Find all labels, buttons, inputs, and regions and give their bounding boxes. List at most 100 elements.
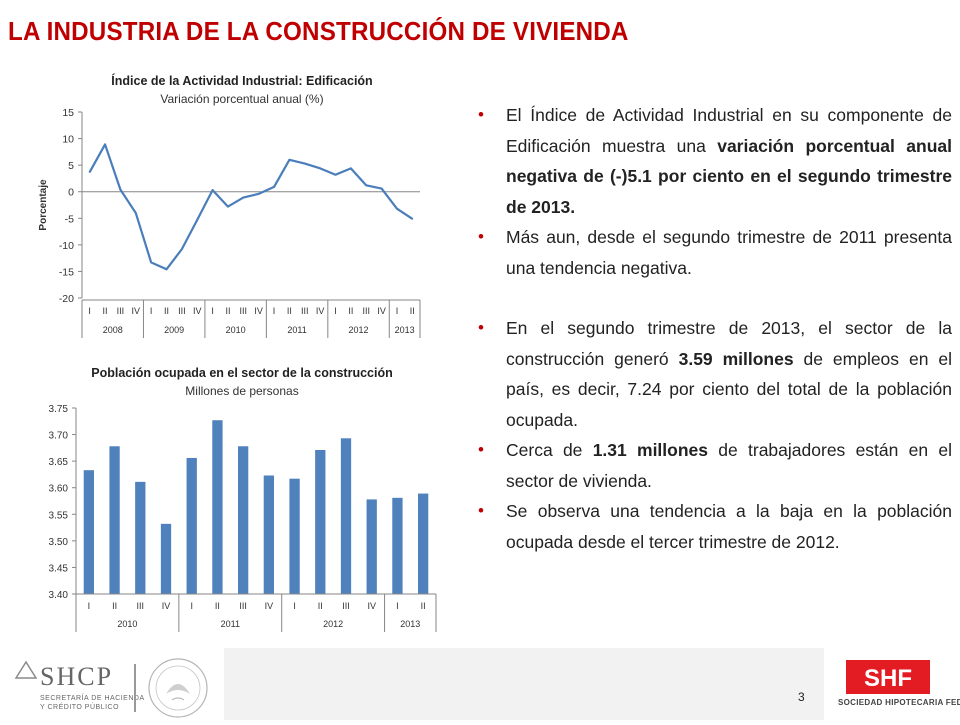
quarter-label: IV [193,306,202,316]
shf-name: SOCIEDAD HIPOTECARIA FEDERAL [838,698,960,707]
quarter-label: I [190,601,193,611]
y-tick-label: 3.70 [49,431,69,442]
bar [392,497,403,594]
y-tick-label: 5 [68,160,74,172]
bar [109,446,120,594]
year-label: 2013 [400,619,420,629]
data-point [88,171,91,173]
data-point [227,205,229,208]
quarter-label: I [334,306,337,316]
quarter-label: II [348,306,353,316]
bullet-item: • En el segundo trimestre de 2013, el sec… [476,313,952,435]
data-point [104,143,106,146]
y-tick-label: -15 [59,266,74,278]
chart-poblacion-title: Población ocupada en el sector de la con… [91,366,393,380]
bar [315,449,326,594]
bullet-text: Se observa una tendencia a la baja en la… [506,501,952,552]
data-point [211,189,214,192]
data-point [396,207,398,210]
bar [263,475,274,594]
y-tick-label: 3.45 [49,563,69,574]
bullet-list: • El Índice de Actividad Industrial en su… [476,100,952,557]
y-tick-label: 15 [62,107,74,119]
y-tick-label: 3.60 [49,484,69,495]
year-label: 2013 [395,325,415,335]
quarter-label: IV [132,306,141,316]
bullet-text: Cerca de [506,440,593,460]
shcp-subtitle: SECRETARÍA DE HACIENDA Y CRÉDITO PÚBLICO [40,694,145,712]
quarter-label: I [293,601,296,611]
data-point [242,196,245,199]
y-axis-label: Porcentaje [38,179,49,231]
quarter-label: IV [162,601,171,611]
data-point [349,167,352,170]
quarter-label: I [396,306,399,316]
quarter-label: I [211,306,214,316]
data-point [411,217,414,220]
bar [135,481,146,594]
chart-poblacion: Población ocupada en el sector de la con… [32,362,452,644]
bullet-text: Más aun, desde el segundo trimestre de 2… [506,227,952,278]
y-tick-label: 3.75 [49,404,69,415]
quarter-label: III [137,601,145,611]
year-label: 2012 [349,325,369,335]
year-label: 2008 [103,325,123,335]
year-label: 2011 [221,619,240,629]
data-point [119,188,122,191]
bullet-marker: • [478,105,484,124]
quarter-label: II [410,306,415,316]
bullet-marker: • [478,318,484,337]
bullet-text: de trabajadores están en el sector de vi… [506,440,952,491]
page-number: 3 [798,690,805,704]
data-point [303,162,306,165]
bullet-item: • Cerca de 1.31 millones de trabajadores … [476,435,952,496]
data-point [334,173,337,176]
chart-edificacion-title: Índice de la Actividad Industrial: Edifi… [111,74,373,88]
quarter-label: II [225,306,230,316]
chart-edificacion-subtitle: Variación porcentual anual (%) [160,92,324,106]
quarter-label: II [103,306,108,316]
quarter-label: IV [377,306,386,316]
quarter-label: I [273,306,276,316]
bar [160,523,172,594]
data-point [165,268,168,271]
data-point [196,218,199,221]
footer-divider [134,664,136,712]
quarter-label: II [164,306,169,316]
bar [289,478,300,594]
bullet-marker: • [478,501,484,520]
quarter-label: II [287,306,292,316]
bullet-item: • Más aun, desde el segundo trimestre de … [476,222,952,283]
bullet-bold-text: variación porcentual anual negativa de (… [506,135,953,217]
bullet-marker: • [478,227,484,246]
data-point [134,212,137,214]
quarter-label: II [215,601,220,611]
footer-band [224,648,824,720]
y-tick-label: 3.50 [49,537,69,548]
year-label: 2010 [117,619,137,629]
shcp-line1: SECRETARÍA DE HACIENDA [40,695,145,702]
bullet-text: de empleos en el país, es decir, 7.24 po… [506,348,952,430]
quarter-label: III [362,306,370,316]
quarter-label: IV [316,306,325,316]
quarter-label: I [88,306,91,316]
bullet-item: • El Índice de Actividad Industrial en su… [476,100,952,222]
page-title: LA INDUSTRIA DE LA CONSTRUCCIÓN DE VIVIE… [8,16,629,46]
national-seal-icon [144,656,212,725]
quarter-label: III [240,306,248,316]
quarter-label: III [342,601,350,611]
bullet-bold-text: 1.31 millones [592,440,709,460]
shf-logo-text: SHF [864,665,912,692]
data-point [273,186,275,188]
quarter-label: II [318,601,323,611]
data-point [150,261,153,264]
data-point [257,192,260,195]
quarter-label: IV [367,601,376,611]
bar [238,446,249,594]
data-point [380,187,383,190]
y-tick-label: -10 [59,240,74,252]
bullet-text: El Índice de Actividad Industrial en su … [506,105,952,156]
quarter-label: IV [254,306,263,316]
bar [366,499,377,594]
